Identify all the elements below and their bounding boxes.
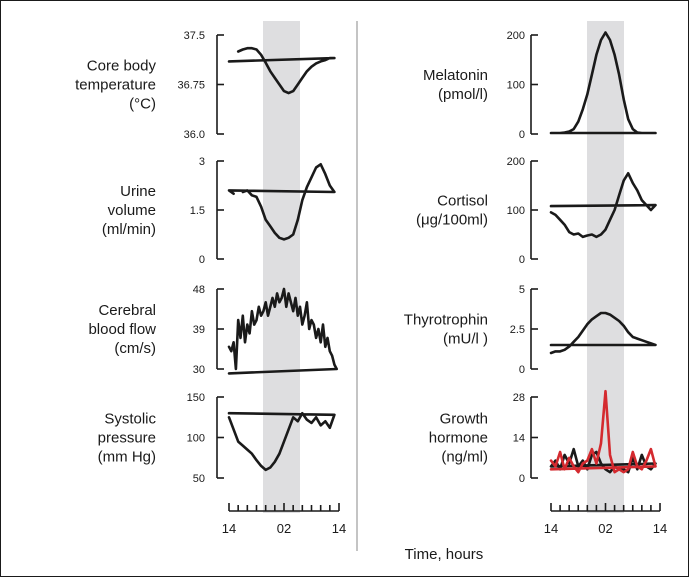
thyrotrophin-chart-series-line [549,311,657,355]
urine-chart-series-line [227,163,336,241]
cerebral-chart-label: (cm/s) [114,340,156,357]
cerebral-chart-y-tick-label: 48 [193,284,205,296]
core-body-chart-series-line [227,46,336,95]
growth-chart-y-tick-label: 28 [513,392,525,404]
melatonin-chart-y-tick-label: 100 [507,80,525,92]
night-band-right [587,21,624,513]
core-body-chart-label: (°C) [129,96,156,113]
thyrotrophin-chart-y-tick-label: 5 [519,284,525,296]
time-axis-tick-label: 14 [222,521,236,536]
thyrotrophin-chart-label: (mU/l ) [443,331,488,348]
time-axis-tick-label: 02 [277,521,291,536]
growth-chart-y-tick-label: 14 [513,433,525,445]
systolic-chart-y-tick-label: 50 [193,473,205,485]
thyrotrophin-chart-label: Thyrotrophin [404,312,488,329]
urine-chart-y-tick-label: 0 [199,254,205,266]
chart-panels: 37.5 36.75 36.0 Core body temperature (°C) 3 1.… [75,30,667,536]
cortisol-chart-series-line [549,172,657,239]
growth-chart-label: (ng/ml) [441,449,488,466]
growth-chart-series-line-1 [549,447,657,474]
core-body-chart-y-tick-label: 36.0 [184,129,205,141]
systolic-chart-label: pressure [98,430,156,447]
cortisol-chart-label: (μg/100ml) [416,212,488,229]
core-body-chart-label: Core body [87,58,157,75]
cerebral-chart-label: Cerebral [98,302,156,319]
time-axis-label: Time, hours [405,546,484,563]
systolic-chart-label: Systolic [104,411,156,428]
time-axis-tick-label: 14 [544,521,558,536]
growth-chart-series-line-2 [549,389,657,474]
systolic-chart-y-tick-label: 100 [187,433,205,445]
urine-chart-label: (ml/min) [102,221,156,238]
urine-chart-label: Urine [120,183,156,200]
time-axis-tick-label: 14 [332,521,346,536]
growth-chart-y-tick-label: 0 [519,473,525,485]
melatonin-chart-y-tick-label: 0 [519,129,525,141]
cerebral-chart-series-line [227,287,338,375]
cerebral-chart-y-tick-label: 30 [193,364,205,376]
systolic-chart-y-tick-label: 150 [187,392,205,404]
melatonin-chart-label: (pmol/l) [438,86,488,103]
core-body-chart-y-tick-label: 36.75 [177,80,205,92]
melatonin-chart-label: Melatonin [423,67,488,84]
cortisol-chart-y-tick-label: 100 [507,205,525,217]
systolic-chart-label: (mm Hg) [98,449,156,466]
core-body-chart-y-tick-label: 37.5 [184,30,205,42]
night-band-left [263,21,300,513]
cerebral-chart-label: blood flow [88,321,156,338]
systolic-chart-series-line [227,411,336,472]
melatonin-chart-series-line [549,31,657,135]
urine-chart-label: volume [108,202,156,219]
time-axis-tick-label: 02 [598,521,612,536]
cortisol-chart-y-tick-label: 0 [519,254,525,266]
thyrotrophin-chart-y-tick-label: 0 [519,364,525,376]
core-body-chart-label: temperature [75,77,156,94]
cortisol-chart-y-tick-label: 200 [507,156,525,168]
thyrotrophin-chart-y-tick-label: 2.5 [510,324,525,336]
melatonin-chart-y-tick-label: 200 [507,30,525,42]
growth-chart-label: Growth [440,411,488,428]
growth-chart-label: hormone [429,430,488,447]
cerebral-chart-y-tick-label: 39 [193,324,205,336]
urine-chart-y-tick-label: 1.5 [190,205,205,217]
time-axis-tick-label: 14 [653,521,667,536]
urine-chart-y-tick-label: 3 [199,156,205,168]
cortisol-chart-label: Cortisol [437,193,488,210]
